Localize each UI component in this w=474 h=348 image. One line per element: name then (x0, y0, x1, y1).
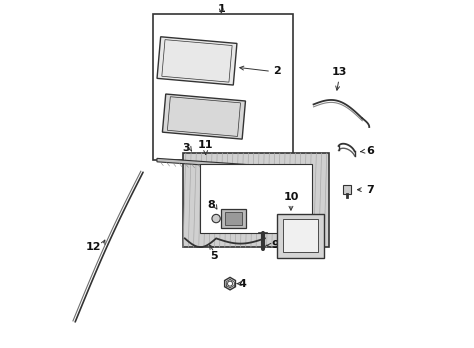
Text: 5: 5 (210, 251, 218, 261)
Text: 3: 3 (182, 143, 190, 153)
Bar (277, 214, 324, 258)
Polygon shape (162, 40, 232, 82)
Polygon shape (167, 97, 240, 136)
Bar (343, 185, 351, 194)
Text: 1: 1 (218, 4, 225, 14)
Bar (183, 153, 329, 247)
Polygon shape (157, 158, 258, 169)
Circle shape (228, 281, 232, 286)
Polygon shape (225, 277, 236, 290)
Bar (221, 209, 246, 228)
Text: 11: 11 (198, 140, 213, 150)
Bar (283, 219, 318, 252)
Text: 10: 10 (283, 192, 299, 202)
Text: 13: 13 (332, 66, 347, 77)
Circle shape (212, 214, 220, 223)
Bar (154, 14, 292, 160)
Text: 4: 4 (239, 279, 246, 288)
Polygon shape (157, 37, 237, 85)
Text: 2: 2 (273, 66, 281, 76)
Bar (225, 212, 242, 225)
Text: 6: 6 (366, 147, 374, 156)
Polygon shape (163, 94, 246, 139)
Text: 8: 8 (207, 200, 215, 210)
Bar (201, 164, 312, 233)
Text: 12: 12 (86, 242, 101, 252)
Text: 7: 7 (366, 185, 374, 195)
Text: 9: 9 (271, 240, 279, 250)
